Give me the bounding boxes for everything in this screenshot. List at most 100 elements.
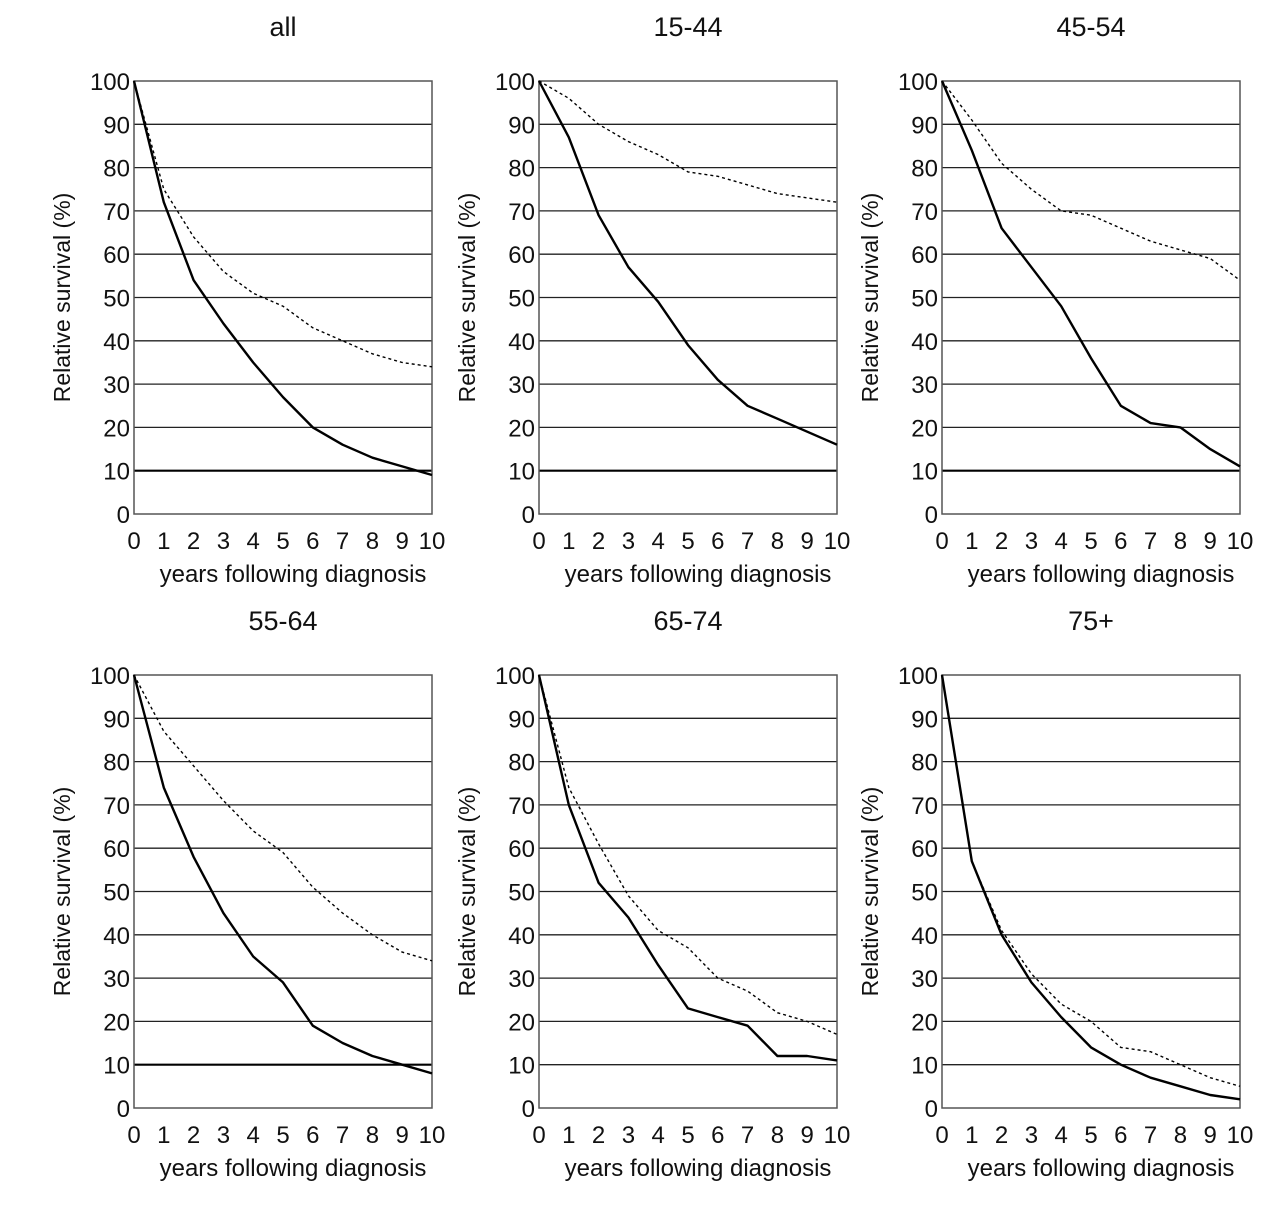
x-tick-label-6: 6 [711,1122,724,1149]
x-tick-label-8: 8 [771,1122,784,1149]
x-tick-label-10: 10 [1227,528,1254,555]
x-tick-label-4: 4 [652,528,665,555]
x-tick-label-6: 6 [711,528,724,555]
series-line-solid [132,80,433,477]
series-line-dotted [538,674,838,1036]
x-tick-label-0: 0 [935,528,948,555]
y-tick-label-50: 50 [103,880,130,907]
x-tick-label-2: 2 [187,528,200,555]
y-axis-label: Relative survival (%) [857,787,883,997]
series-line-dotted [133,674,433,962]
x-tick-label-5: 5 [1084,1122,1097,1149]
y-tick-label-60: 60 [103,836,130,863]
x-tick-label-10: 10 [824,528,851,555]
x-tick-label-8: 8 [366,1122,379,1149]
series-line-dotted [538,80,838,203]
plot-frame [941,80,1241,515]
x-tick-label-3: 3 [1025,1122,1038,1149]
y-tick-label-100: 100 [495,69,535,96]
x-tick-label-7: 7 [336,528,349,555]
series-line-solid [537,80,838,446]
y-tick-label-100: 100 [495,663,535,690]
x-tick-label-1: 1 [157,528,170,555]
x-tick-label-1: 1 [157,1122,170,1149]
x-tick-label-4: 4 [1055,1122,1068,1149]
y-tick-label-30: 30 [103,372,130,399]
x-tick-label-4: 4 [247,528,260,555]
x-tick-label-9: 9 [396,528,409,555]
y-tick-label-50: 50 [508,880,535,907]
y-tick-label-70: 70 [508,199,535,226]
y-tick-label-60: 60 [911,242,938,269]
x-tick-label-1: 1 [562,528,575,555]
y-axis-label: Relative survival (%) [49,787,75,997]
series-line-dotted [133,80,433,368]
chart-title: 15-44 [653,12,722,42]
y-tick-label-10: 10 [911,459,938,486]
series-line-dotted [941,674,1241,1087]
y-tick-label-100: 100 [90,663,130,690]
x-tick-label-7: 7 [1144,528,1157,555]
y-tick-label-20: 20 [103,1009,130,1036]
y-tick-label-80: 80 [103,156,130,183]
y-tick-label-80: 80 [911,156,938,183]
y-tick-label-20: 20 [508,415,535,442]
y-tick-label-100: 100 [898,663,938,690]
series-line-dotted [941,80,1241,281]
y-tick-label-90: 90 [103,706,130,733]
y-tick-label-20: 20 [103,415,130,442]
x-tick-label-2: 2 [187,1122,200,1149]
x-tick-label-1: 1 [965,1122,978,1149]
y-tick-label-70: 70 [508,793,535,820]
chart-title: 65-74 [653,606,722,636]
x-tick-label-5: 5 [276,528,289,555]
x-tick-label-2: 2 [995,1122,1008,1149]
x-tick-label-5: 5 [681,1122,694,1149]
y-tick-label-50: 50 [911,880,938,907]
x-tick-label-4: 4 [652,1122,665,1149]
y-tick-label-0: 0 [522,1096,535,1123]
y-tick-label-80: 80 [103,750,130,777]
y-tick-label-40: 40 [103,923,130,950]
y-tick-label-80: 80 [508,750,535,777]
y-tick-label-90: 90 [911,706,938,733]
x-tick-label-10: 10 [1227,1122,1254,1149]
y-tick-label-40: 40 [911,923,938,950]
x-tick-label-9: 9 [801,528,814,555]
y-tick-label-90: 90 [508,706,535,733]
y-tick-label-100: 100 [898,69,938,96]
y-tick-label-90: 90 [911,112,938,139]
y-tick-label-60: 60 [508,836,535,863]
y-tick-label-0: 0 [925,502,938,529]
x-tick-label-9: 9 [801,1122,814,1149]
x-axis-label: years following diagnosis [968,1155,1235,1182]
x-tick-label-0: 0 [127,528,140,555]
x-tick-label-8: 8 [366,528,379,555]
x-axis-label: years following diagnosis [160,1155,427,1182]
y-tick-label-90: 90 [103,112,130,139]
y-tick-label-100: 100 [90,69,130,96]
x-tick-label-4: 4 [1055,528,1068,555]
y-tick-label-40: 40 [911,329,938,356]
y-axis-label: Relative survival (%) [454,787,480,997]
chart-title: 55-64 [248,606,317,636]
y-tick-label-20: 20 [911,415,938,442]
y-tick-label-50: 50 [911,286,938,313]
series-line-solid [132,674,433,1075]
y-tick-label-30: 30 [911,966,938,993]
x-tick-label-9: 9 [1204,528,1217,555]
x-tick-label-4: 4 [247,1122,260,1149]
x-tick-label-6: 6 [306,528,319,555]
y-tick-label-30: 30 [911,372,938,399]
y-tick-label-50: 50 [508,286,535,313]
y-tick-label-70: 70 [911,199,938,226]
x-tick-label-0: 0 [532,528,545,555]
x-tick-label-1: 1 [965,528,978,555]
y-tick-label-10: 10 [508,1053,535,1080]
x-tick-label-3: 3 [217,1122,230,1149]
